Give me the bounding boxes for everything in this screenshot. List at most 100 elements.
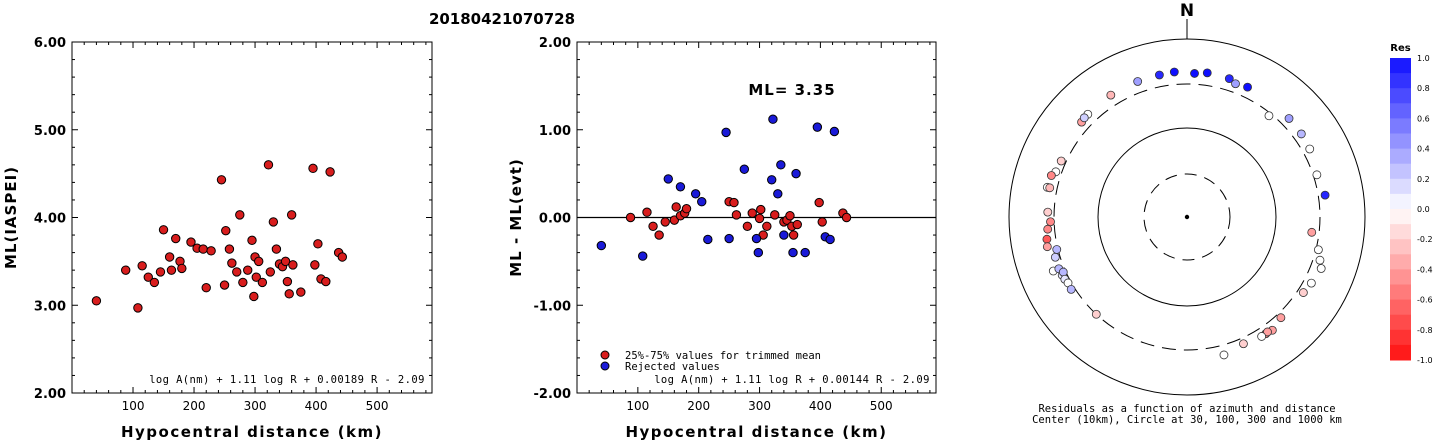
station-residual-point	[1298, 288, 1308, 297]
north-label: N	[1180, 1, 1194, 21]
x-tick-label: 100	[122, 399, 145, 413]
data-point	[164, 252, 175, 262]
data-point	[198, 244, 208, 254]
data-point	[779, 230, 789, 240]
station-residual-point	[1202, 68, 1212, 78]
data-point	[841, 212, 852, 223]
x-tick-label: 300	[748, 399, 771, 413]
legend-label: Rejected values	[625, 361, 720, 373]
station-residual-point	[1046, 217, 1055, 227]
data-point	[703, 234, 713, 245]
data-point	[642, 207, 652, 217]
station-residual-point	[1257, 332, 1267, 341]
colorbar-tick-label: 0.2	[1417, 175, 1430, 184]
station-residual-point	[1045, 183, 1055, 193]
colorbar-segment	[1390, 239, 1411, 255]
y-tick-label: 4.00	[34, 212, 66, 227]
station-residual-point	[1091, 309, 1101, 319]
data-point	[137, 261, 147, 271]
data-point	[762, 221, 772, 231]
colorbar-segment	[1390, 133, 1411, 150]
data-point	[254, 256, 264, 267]
data-point	[812, 122, 823, 132]
station-residual-point	[1154, 70, 1164, 80]
station-residual-point	[1042, 242, 1052, 252]
data-point	[296, 287, 306, 297]
station-residual-point	[1316, 264, 1326, 273]
data-point	[265, 267, 276, 277]
data-point	[243, 265, 253, 275]
data-point	[690, 189, 701, 199]
station-residual-point	[1224, 74, 1234, 84]
data-point	[625, 212, 636, 223]
ml-annotation: ML= 3.35	[748, 81, 835, 99]
colorbar-tick-label: 0.6	[1417, 114, 1430, 123]
station-residual-point	[1042, 234, 1052, 244]
plot-frame	[71, 41, 433, 394]
data-point	[663, 174, 673, 184]
data-point	[776, 160, 786, 170]
x-tick-label: 200	[183, 399, 206, 413]
data-point	[268, 217, 279, 227]
data-point	[675, 182, 686, 192]
data-point	[756, 204, 766, 215]
station-residual-point	[1079, 113, 1089, 123]
polar-residual-panel: N Residuals as a function of azimuth and …	[1008, 1, 1366, 426]
data-point	[829, 126, 840, 137]
data-point	[660, 217, 670, 227]
station-residual-point	[1263, 327, 1272, 337]
colorbar-segment	[1390, 58, 1411, 74]
station-residual-point	[1050, 252, 1060, 262]
station-residual-point	[1052, 245, 1062, 254]
station-residual-point	[1066, 284, 1076, 294]
station-residual-point	[1296, 129, 1306, 139]
data-point	[251, 272, 261, 282]
station-residual-point	[1320, 190, 1330, 200]
station-residual-point	[1043, 207, 1053, 217]
station-residual-point	[1264, 111, 1274, 121]
data-point	[788, 230, 799, 240]
circle-100km	[1097, 127, 1277, 307]
x-axis-label: Hypocentral distance (km)	[121, 423, 383, 441]
station-residual-point	[1315, 255, 1325, 265]
y-axis-label: ML(IASPEI)	[2, 166, 20, 269]
y-tick-label: 3.00	[34, 299, 66, 314]
legend-label: 25%-75% values for trimmed mean	[625, 350, 821, 362]
data-point	[788, 247, 798, 258]
data-point	[177, 263, 187, 274]
station-residual-point	[1313, 245, 1323, 255]
station-residual-point	[1305, 144, 1315, 154]
data-point	[729, 197, 739, 208]
station-residual-point	[1169, 67, 1179, 77]
data-point	[770, 210, 780, 220]
x-tick-label: 300	[244, 399, 267, 413]
y-tick-label: 2.00	[34, 387, 66, 402]
caption-line-2: Center (10km), Circle at 30, 100, 300 an…	[1032, 414, 1342, 426]
colorbar-segment	[1390, 329, 1411, 346]
data-point	[282, 276, 293, 287]
colorbar-segment	[1390, 88, 1411, 104]
x-tick-label: 500	[870, 399, 893, 413]
data-point	[648, 221, 658, 231]
data-point	[308, 163, 318, 174]
legend-marker	[600, 350, 610, 360]
residual-colorbar: Res 1.0 0.8 0.6 0.4 0.2 0.0 -0.2 -0.4 -0.6 -0.8 -1.…	[1390, 43, 1433, 365]
station-residual-point	[1312, 170, 1322, 180]
colorbar-segment	[1390, 269, 1411, 285]
data-point	[724, 233, 734, 244]
figure-title: 20180421070728	[429, 10, 575, 28]
x-tick-label: 400	[305, 399, 328, 413]
colorbar-segment	[1390, 163, 1411, 180]
x-tick-label: 500	[366, 399, 389, 413]
formula-label: log A(nm) + 1.11 log R + 0.00189 R - 2.0…	[149, 374, 425, 386]
data-point	[681, 204, 692, 214]
data-point	[219, 280, 230, 290]
data-point	[286, 210, 297, 220]
data-point	[221, 225, 231, 236]
colorbar-tick-label: 0.0	[1417, 205, 1430, 214]
data-point	[120, 265, 131, 275]
colorbar-segment	[1390, 344, 1411, 361]
data-point	[739, 164, 750, 174]
data-point	[235, 210, 245, 220]
formula-label: log A(nm) + 1.11 log R + 0.00144 R - 2.0…	[654, 374, 930, 386]
